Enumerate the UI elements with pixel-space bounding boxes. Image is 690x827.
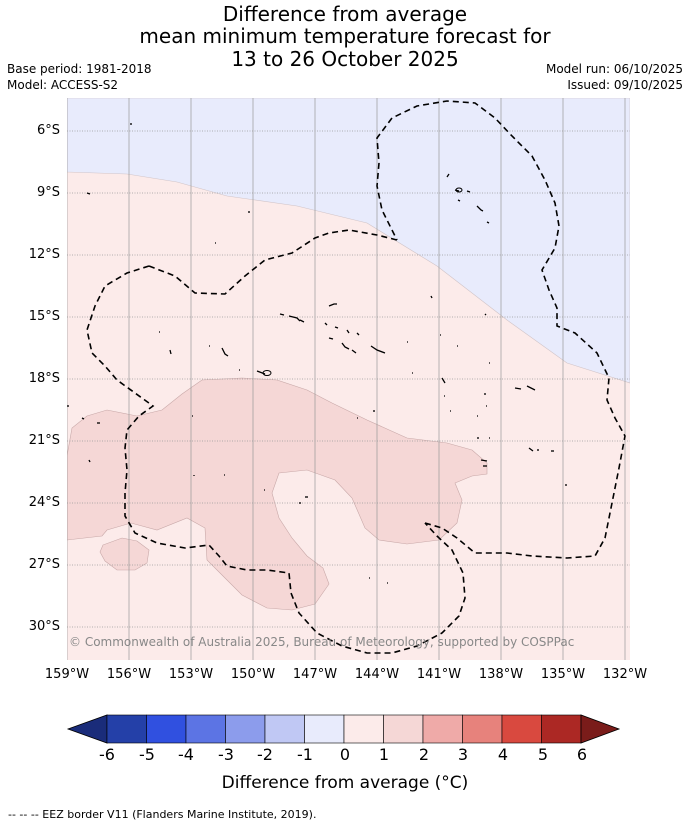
eez-border-west — [86, 265, 466, 654]
lon-label: 141°W — [416, 667, 462, 682]
colorbar-cell — [304, 714, 345, 744]
colorbar-cell — [541, 714, 582, 744]
forecast-map: © Commonwealth of Australia 2025, Bureau… — [67, 98, 630, 660]
model-name: Model: ACCESS-S2 — [7, 78, 119, 92]
colorbar-cell — [146, 714, 187, 744]
lat-label: 24°S — [28, 495, 60, 510]
atoll-ring — [455, 187, 463, 193]
colorbar-tick-label: 6 — [576, 745, 588, 764]
lon-label: 138°W — [478, 667, 524, 682]
lon-label: 144°W — [354, 667, 400, 682]
lat-label: 21°S — [28, 433, 60, 448]
eez-border-east — [376, 100, 626, 559]
lat-label: 6°S — [36, 123, 60, 138]
colorbar-cell — [383, 714, 424, 744]
colorbar-extend-under — [66, 714, 108, 744]
colorbar-tick-label: 5 — [537, 745, 549, 764]
colorbar-tick-label: -1 — [297, 745, 313, 764]
atoll-ring — [262, 370, 272, 376]
lat-label: 27°S — [28, 557, 60, 572]
lat-label: 30°S — [28, 619, 60, 634]
base-period: Base period: 1981-2018 — [7, 62, 152, 76]
lon-label: 147°W — [292, 667, 338, 682]
lon-label: 135°W — [540, 667, 586, 682]
lat-label: 12°S — [28, 247, 60, 262]
lon-label: 156°W — [106, 667, 152, 682]
eez-legend-note: -- -- -- EEZ border V11 (Flanders Marine… — [8, 808, 317, 821]
colorbar-cell — [225, 714, 266, 744]
colorbar-cell — [106, 714, 147, 744]
lat-label: 9°S — [36, 185, 60, 200]
lat-label: 15°S — [28, 309, 60, 324]
lat-label: 18°S — [28, 371, 60, 386]
anomaly-region-patch — [99, 537, 150, 571]
lon-label: 150°W — [230, 667, 276, 682]
eez-border-central — [148, 229, 398, 295]
colorbar-cell — [343, 714, 384, 744]
title-line-2: mean minimum temperature forecast for — [139, 24, 551, 48]
model-run: Model run: 06/10/2025 — [545, 62, 683, 76]
colorbar-extend-over — [580, 714, 621, 744]
colorbar-tick-label: 4 — [497, 745, 509, 764]
title-line-1: Difference from average — [222, 2, 468, 26]
colorbar-tick-label: 2 — [418, 745, 430, 764]
grid-lines — [67, 98, 630, 660]
colorbar-tick-label: -3 — [218, 745, 234, 764]
colorbar-cell — [422, 714, 463, 744]
issued-date: Issued: 09/10/2025 — [567, 78, 683, 92]
colorbar-cell — [264, 714, 305, 744]
colorbar-title: Difference from average (°C) — [221, 773, 469, 793]
colorbar-cell — [462, 714, 503, 744]
copyright-text: © Commonwealth of Australia 2025, Bureau… — [69, 635, 574, 649]
lon-label: 132°W — [602, 667, 648, 682]
colorbar-tick-label: 3 — [457, 745, 469, 764]
colorbar-cell — [185, 714, 226, 744]
anomaly-region-minus1-to-0 — [67, 98, 630, 384]
colorbar-tick-label: 0 — [339, 745, 351, 764]
title-line-3: 13 to 26 October 2025 — [231, 47, 459, 71]
colorbar-tick-label: 1 — [378, 745, 390, 764]
lon-label: 159°W — [44, 667, 90, 682]
anomaly-region-1-to-2 — [67, 377, 488, 611]
colorbar-tick-label: -6 — [99, 745, 115, 764]
lon-label: 153°W — [168, 667, 214, 682]
colorbar — [66, 714, 621, 744]
colorbar-tick-label: -5 — [139, 745, 155, 764]
colorbar-tick-label: -4 — [178, 745, 194, 764]
colorbar-tick-label: -2 — [257, 745, 273, 764]
colorbar-cell — [501, 714, 542, 744]
